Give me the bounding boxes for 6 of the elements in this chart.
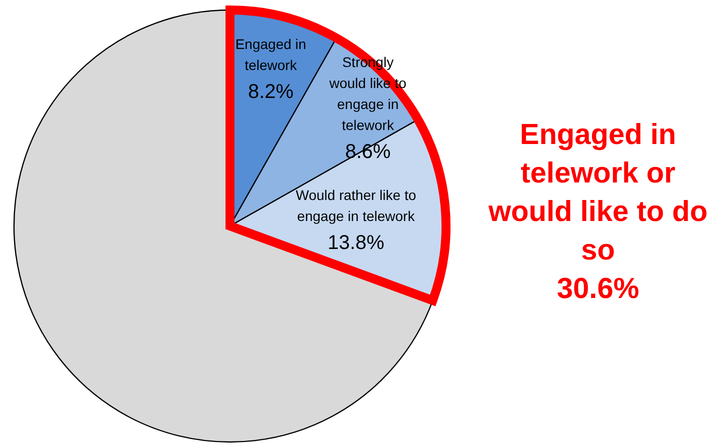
slice-label: Engaged in telework — [235, 36, 306, 73]
slice-label: Would rather like to engage in telework — [296, 186, 416, 224]
data-label: 13.8% — [328, 232, 385, 254]
data-label: 8.2% — [248, 80, 294, 103]
text: Engaged in telework or would like to do so 30.6% — [487, 119, 708, 305]
pie-slice — [14, 9, 434, 442]
